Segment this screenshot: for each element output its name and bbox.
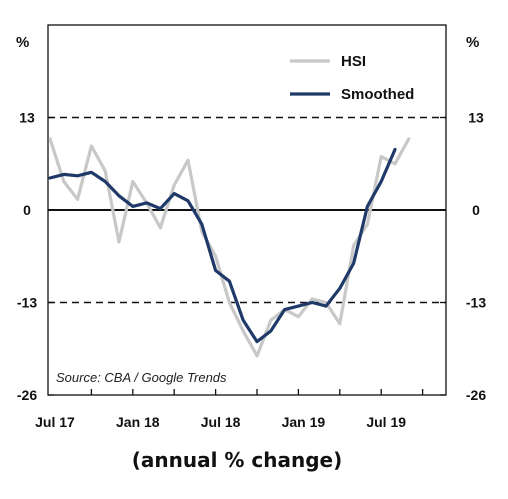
right-y-tick-label: 0 <box>472 202 480 218</box>
right-y-tick-label: 13 <box>468 110 484 126</box>
left-y-tick-label: 13 <box>19 110 35 126</box>
legend-smoothed-label: Smoothed <box>341 86 414 103</box>
x-tick-label: Jan 19 <box>282 414 326 430</box>
legend-hsi-label: HSI <box>341 53 366 70</box>
right-y-tick-label: -26 <box>466 387 486 403</box>
series-smoothed-line <box>48 147 397 344</box>
right-y-tick-label: -13 <box>466 295 486 311</box>
x-tick-label: Jan 18 <box>116 414 160 430</box>
legend: HSI Smoothed <box>290 53 414 103</box>
x-tick-label: Jul 17 <box>35 414 75 430</box>
x-tick-label: Jul 19 <box>366 414 406 430</box>
right-axis-unit: % <box>466 34 479 51</box>
source-annotation: Source: CBA / Google Trends <box>56 370 227 385</box>
left-y-tick-label: 0 <box>23 202 31 218</box>
left-y-tick-label: -13 <box>17 295 37 311</box>
axis-ticks: 13 13 0 0 -13 -13 -26 -26 Jul 17 Jan 18 Jul 18 Jan … <box>17 110 486 431</box>
reference-lines <box>48 116 446 304</box>
series-hsi-line <box>48 137 411 358</box>
left-axis-unit: % <box>16 34 29 51</box>
chart-caption: (annual % change) <box>131 448 343 472</box>
left-y-tick-label: -26 <box>17 387 37 403</box>
x-tick-label: Jul 18 <box>201 414 241 430</box>
line-chart: % % 13 13 0 0 -13 -13 -26 -26 Jul 17 Jan 18 Jul 18… <box>16 24 486 431</box>
